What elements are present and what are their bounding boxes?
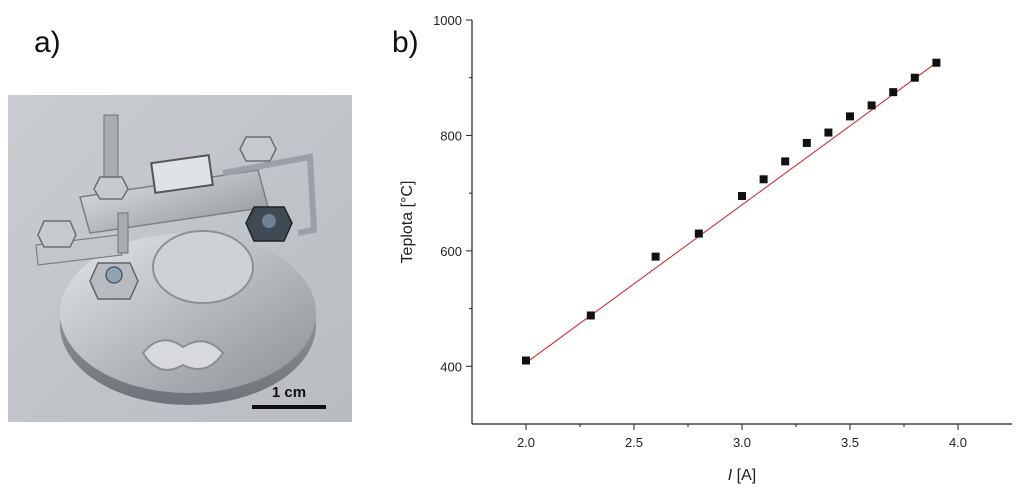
data-point bbox=[910, 73, 919, 82]
x-axis-label-unit: [A] bbox=[732, 467, 756, 484]
data-points bbox=[522, 58, 941, 365]
data-point bbox=[759, 175, 768, 184]
y-axis-ticks: 400 600 800 1000 bbox=[433, 13, 472, 374]
data-point bbox=[846, 112, 854, 121]
y-axis-label: Teplota [°C] bbox=[399, 181, 416, 264]
scale-bar-overlay: 1 cm bbox=[272, 384, 306, 401]
sample-holder-photo bbox=[8, 95, 352, 422]
y-tick-label: 600 bbox=[440, 244, 462, 259]
x-axis-ticks: 2.0 2.5 3.0 3.5 4.0 bbox=[517, 424, 967, 450]
x-tick-label: 3.0 bbox=[733, 435, 751, 450]
data-point bbox=[738, 192, 746, 201]
panel-label-b: b) bbox=[392, 26, 419, 59]
data-point bbox=[932, 58, 941, 67]
x-tick-label: 3.5 bbox=[841, 435, 859, 450]
x-tick-label: 4.0 bbox=[949, 435, 967, 450]
panel-label-a: a) bbox=[34, 26, 61, 59]
data-point bbox=[586, 311, 595, 320]
data-point bbox=[651, 252, 660, 261]
x-tick-label: 2.0 bbox=[517, 435, 535, 450]
y-tick-label: 800 bbox=[440, 128, 462, 143]
data-point bbox=[781, 157, 790, 166]
data-point bbox=[867, 101, 876, 110]
chart-axes bbox=[471, 20, 1012, 425]
x-axis-label-symbol: I bbox=[728, 467, 733, 484]
data-point bbox=[694, 229, 703, 238]
data-point bbox=[824, 128, 833, 137]
x-axis-label: I [A] bbox=[728, 467, 756, 484]
y-tick-label: 400 bbox=[440, 359, 462, 374]
x-tick-label: 2.5 bbox=[625, 435, 643, 450]
data-point bbox=[522, 356, 530, 365]
y-tick-label: 1000 bbox=[433, 13, 462, 28]
data-point bbox=[802, 138, 811, 147]
scale-bar-label: 1 cm bbox=[272, 384, 306, 401]
data-point bbox=[889, 88, 898, 97]
